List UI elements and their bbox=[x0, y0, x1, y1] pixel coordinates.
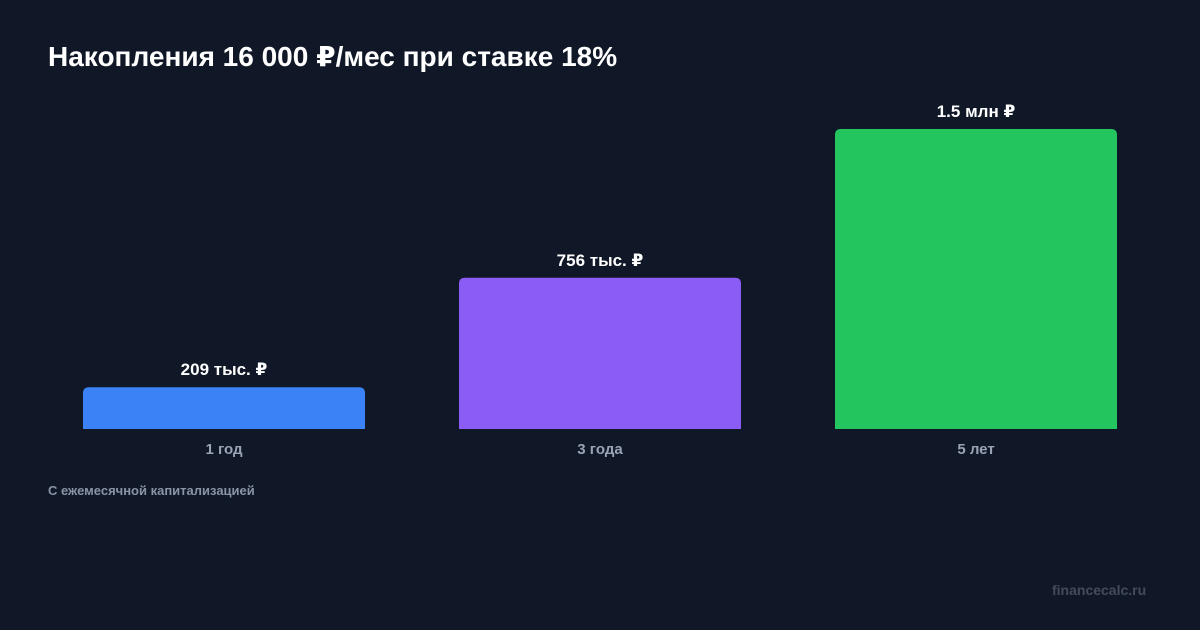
category-label-1: 1 год bbox=[205, 441, 243, 458]
value-label-3: 1.5 млн ₽ bbox=[937, 102, 1016, 121]
bar-1 bbox=[83, 387, 365, 429]
bar-3 bbox=[835, 129, 1117, 429]
source-watermark: financecalc.ru bbox=[1052, 582, 1147, 598]
category-label-3: 5 лет bbox=[957, 441, 994, 458]
chart-title: Накопления 16 000 ₽/мес при ставке 18% bbox=[48, 41, 618, 72]
value-label-2: 756 тыс. ₽ bbox=[557, 251, 644, 270]
chart-subtitle: С ежемесячной капитализацией bbox=[48, 483, 255, 498]
value-label-1: 209 тыс. ₽ bbox=[181, 360, 268, 379]
bar-2 bbox=[459, 277, 741, 429]
category-label-2: 3 года bbox=[577, 441, 623, 458]
